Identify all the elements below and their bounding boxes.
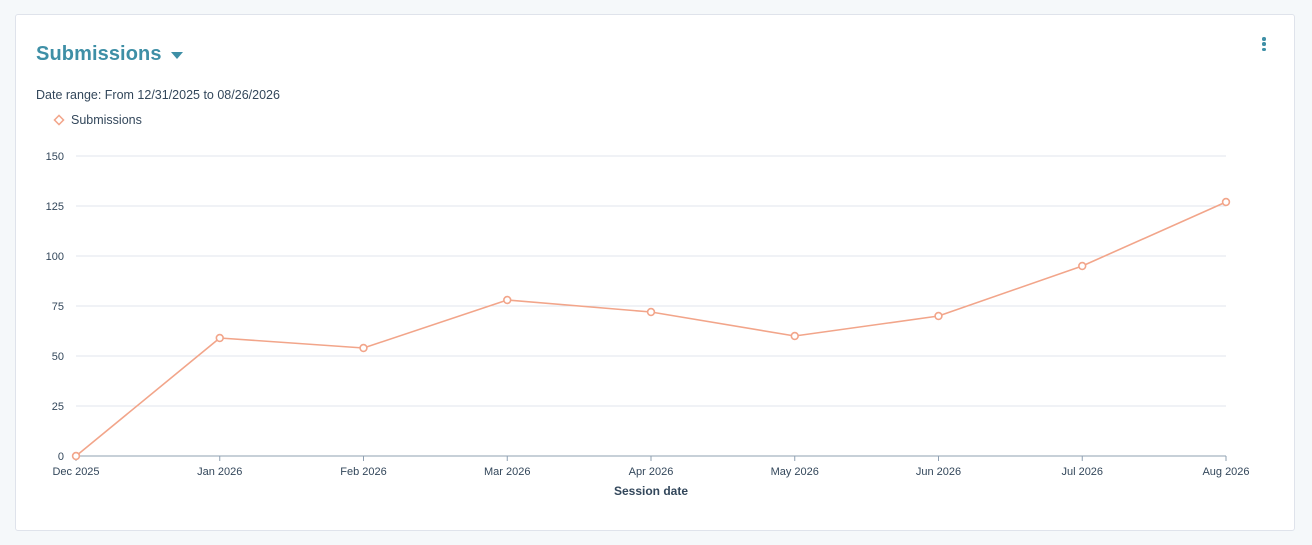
x-tick-label: Dec 2025 bbox=[52, 466, 99, 478]
caret-down-icon bbox=[170, 52, 183, 59]
x-tick-label: Feb 2026 bbox=[340, 466, 386, 478]
vertical-dots-icon-dot bbox=[1262, 47, 1266, 51]
x-axis-title: Session date bbox=[614, 484, 688, 498]
x-tick-label: Jan 2026 bbox=[197, 466, 242, 478]
vertical-dots-icon-dot bbox=[1262, 42, 1266, 46]
data-point bbox=[1078, 261, 1087, 271]
x-tick-label: Jul 2026 bbox=[1061, 466, 1103, 478]
legend-label: Submissions bbox=[71, 113, 142, 127]
series-layer bbox=[71, 197, 1231, 461]
grid-layer bbox=[76, 155, 1226, 407]
y-tick-label: 0 bbox=[58, 451, 64, 463]
y-tick-label: 125 bbox=[46, 201, 64, 213]
x-tick-label: Apr 2026 bbox=[629, 466, 674, 478]
data-point bbox=[934, 311, 943, 321]
y-tick-label: 50 bbox=[52, 351, 64, 363]
y-tick-label: 150 bbox=[46, 151, 64, 163]
legend-marker-icon bbox=[53, 114, 65, 126]
line-chart: 0 25 50 75 100 125 150 Dec 2025 Jan 2026 Feb 2026… bbox=[46, 151, 1250, 498]
data-point bbox=[646, 307, 656, 317]
data-point bbox=[359, 343, 368, 353]
report-title-dropdown[interactable]: Submissions bbox=[36, 43, 183, 66]
x-tick-label: Jun 2026 bbox=[916, 466, 961, 478]
y-tick-label: 25 bbox=[52, 401, 64, 413]
data-point bbox=[71, 451, 81, 461]
data-point bbox=[790, 331, 799, 341]
x-tick-label: Mar 2026 bbox=[484, 466, 530, 478]
vertical-dots-icon bbox=[1262, 37, 1266, 41]
submissions-card: Submissions Date range: From 12/31/2025 … bbox=[15, 14, 1295, 531]
legend-item-submissions[interactable]: Submissions bbox=[53, 113, 142, 127]
x-tick-label: Aug 2026 bbox=[1202, 466, 1249, 478]
data-point bbox=[1221, 197, 1231, 207]
series-line-submissions bbox=[75, 201, 1227, 457]
date-range-text: Date range: From 12/31/2025 to 08/26/202… bbox=[36, 88, 280, 102]
y-tick-label: 100 bbox=[46, 251, 64, 263]
more-options-button[interactable] bbox=[1252, 35, 1276, 53]
data-point bbox=[215, 333, 224, 343]
data-point bbox=[503, 295, 512, 305]
x-tick-label: May 2026 bbox=[771, 466, 819, 478]
report-title: Submissions bbox=[36, 43, 162, 65]
y-tick-label: 75 bbox=[52, 301, 64, 313]
axis-layer: 0 25 50 75 100 125 150 Dec 2025 Jan 2026 Feb 2026… bbox=[46, 151, 1250, 478]
